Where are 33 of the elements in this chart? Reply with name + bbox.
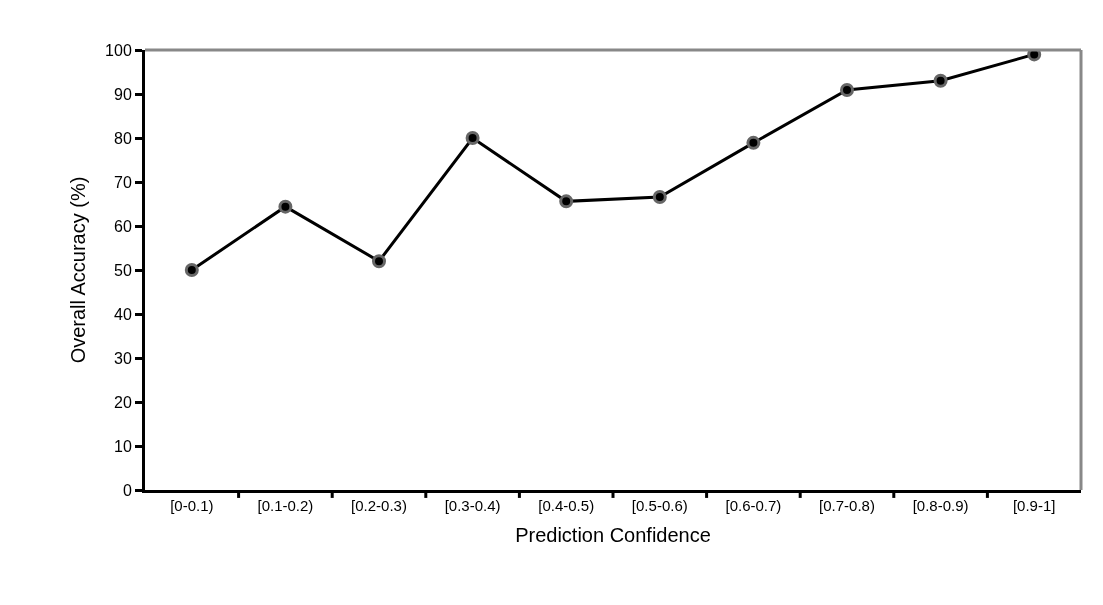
x-tick-label: [0.6-0.7) — [725, 497, 782, 514]
y-tick-label: 0 — [122, 481, 132, 499]
x-tick-label: [0.8-0.9) — [912, 497, 969, 514]
point — [652, 189, 667, 204]
point — [559, 194, 574, 209]
y-tick-label: 40 — [114, 305, 132, 323]
point — [372, 254, 386, 269]
y-tick-label: 100 — [105, 41, 132, 59]
point — [933, 73, 948, 88]
x-tick-label: [0.9-1] — [1012, 497, 1056, 514]
y-tick-label: 80 — [114, 129, 132, 147]
y-tick-label: 60 — [114, 217, 132, 235]
x-tick-label: [0.1-0.2) — [257, 497, 314, 514]
y-tick-label: 90 — [114, 85, 132, 103]
point — [465, 131, 480, 145]
x-tick-label: [0.3-0.4) — [444, 497, 501, 514]
y-tick-label: 30 — [114, 349, 132, 367]
point — [184, 263, 199, 277]
x-tick-label: [0.5-0.6) — [631, 497, 688, 514]
point — [1027, 50, 1042, 62]
point — [840, 83, 854, 98]
y-tick-label: 50 — [114, 261, 132, 279]
y-tick-label: 70 — [114, 173, 132, 191]
x-axis-title: Prediction Confidence — [515, 523, 711, 546]
point — [278, 199, 293, 214]
y-tick-label: 20 — [114, 393, 132, 411]
point — [746, 135, 761, 150]
x-tick-label: [0-0.1) — [170, 497, 214, 514]
y-tick-label: 10 — [114, 437, 132, 455]
x-tick-label: [0.7-0.8) — [819, 497, 875, 514]
x-tick-label: [0.2-0.3) — [351, 497, 407, 514]
y-axis-title: Overall Accuracy (%) — [66, 176, 89, 364]
x-tick-label: [0.4-0.5) — [538, 497, 595, 514]
